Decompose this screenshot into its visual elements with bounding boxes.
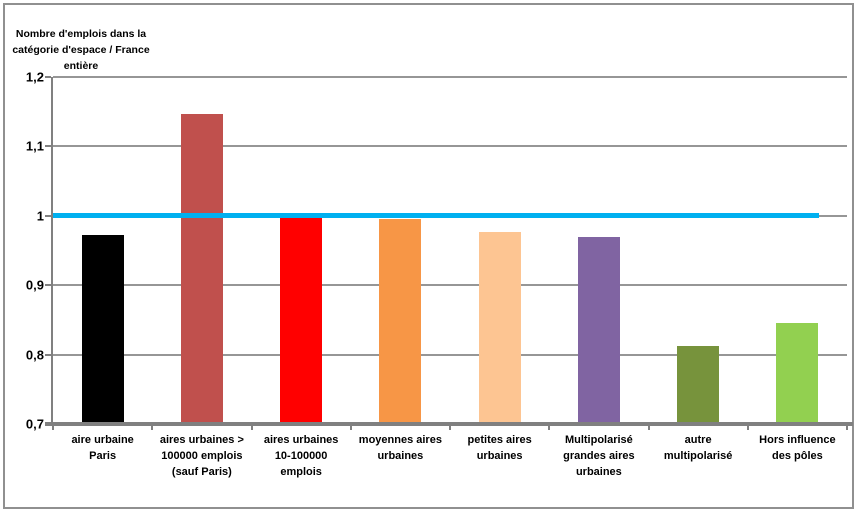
bar-1 (81, 235, 124, 422)
y-tick-label: 0,8 (25, 347, 44, 363)
y-axis (51, 77, 53, 424)
category-label-line: urbaines (377, 450, 424, 462)
category-label-line: Paris (89, 450, 117, 462)
bar-3 (280, 217, 323, 422)
x-axis-tick (846, 424, 848, 430)
bar-8 (776, 322, 819, 422)
y-axis-tick (45, 76, 51, 78)
x-axis-tick (548, 424, 551, 430)
category-label: Hors influence des pôles (748, 432, 847, 480)
category-label-line: urbaines (575, 466, 622, 478)
y-tick-label: 0,7 (25, 416, 44, 432)
category-label-line: aires urbaines > (159, 434, 244, 446)
x-axis-tick (151, 424, 154, 430)
reference-line (53, 213, 819, 219)
bar-5 (478, 232, 521, 422)
x-axis-labels: aire urbaine Paris aires urbaines > 100000 … (53, 432, 847, 480)
category-label: Multipolarisé grandes aires urbaines (549, 432, 648, 480)
y-axis-title-line: entière (63, 60, 99, 72)
category-label-line: aires urbaines (263, 434, 339, 446)
bar-6 (577, 236, 620, 422)
y-tick-label: 1,2 (25, 69, 44, 85)
x-axis-tick (52, 424, 54, 430)
y-axis-title-line: catégorie d'espace / France (12, 44, 150, 56)
plot-area: 1,2 1,1 1 0,9 0,8 0,7 (26, 70, 853, 432)
category-label: moyennes aires urbaines (351, 432, 450, 480)
category-label-line: 100000 emplois (161, 450, 243, 462)
category-label: petites aires urbaines (450, 432, 549, 480)
x-axis-tick (746, 424, 749, 430)
y-tick-label: 1,1 (25, 138, 44, 154)
category-label-line: moyennes aires (358, 434, 442, 446)
category-label: aire urbaine Paris (53, 432, 152, 480)
y-axis-tick (45, 145, 51, 148)
category-label-line: emplois (280, 466, 322, 478)
y-axis-title-line: Nombre d'emplois dans la (15, 28, 147, 40)
y-axis-tick (45, 353, 51, 356)
y-axis-tick (45, 423, 51, 425)
bar-7 (677, 345, 720, 422)
category-label-line: multipolarisé (663, 450, 733, 462)
gridline (53, 284, 847, 287)
category-label-line: aire urbaine (71, 434, 134, 446)
category-label-line: Hors influence (759, 434, 836, 446)
bar-2 (180, 114, 223, 422)
category-label-line: des pôles (772, 450, 823, 462)
x-axis-tick (349, 424, 352, 430)
category-label-line: petites aires (467, 434, 532, 446)
x-axis-tick (647, 424, 650, 430)
y-axis-title: Nombre d'emplois dans la catégorie d'espa… (10, 26, 152, 74)
category-label-line: urbaines (476, 450, 523, 462)
gridline (53, 145, 847, 148)
category-label: aires urbaines > 100000 emplois (sauf Pari… (152, 432, 251, 480)
category-label-line: (sauf Paris) (171, 466, 232, 478)
gridline (53, 353, 847, 356)
category-label-line: grandes aires (563, 450, 635, 462)
category-label-line: 10-100000 (274, 450, 328, 462)
category-label: aires urbaines 10-100000 emplois (252, 432, 351, 480)
gridline (53, 76, 847, 78)
bar-4 (379, 219, 422, 422)
y-axis-tick (45, 214, 51, 217)
y-tick-label: 0,9 (25, 277, 44, 293)
x-axis-tick (250, 424, 253, 430)
category-label-line: Multipolarisé (564, 434, 633, 446)
x-axis-tick (449, 424, 451, 430)
y-tick-label: 1 (36, 208, 44, 224)
y-axis-tick (45, 284, 51, 287)
category-label-line: autre (684, 434, 712, 446)
category-label: autre multipolarisé (649, 432, 748, 480)
